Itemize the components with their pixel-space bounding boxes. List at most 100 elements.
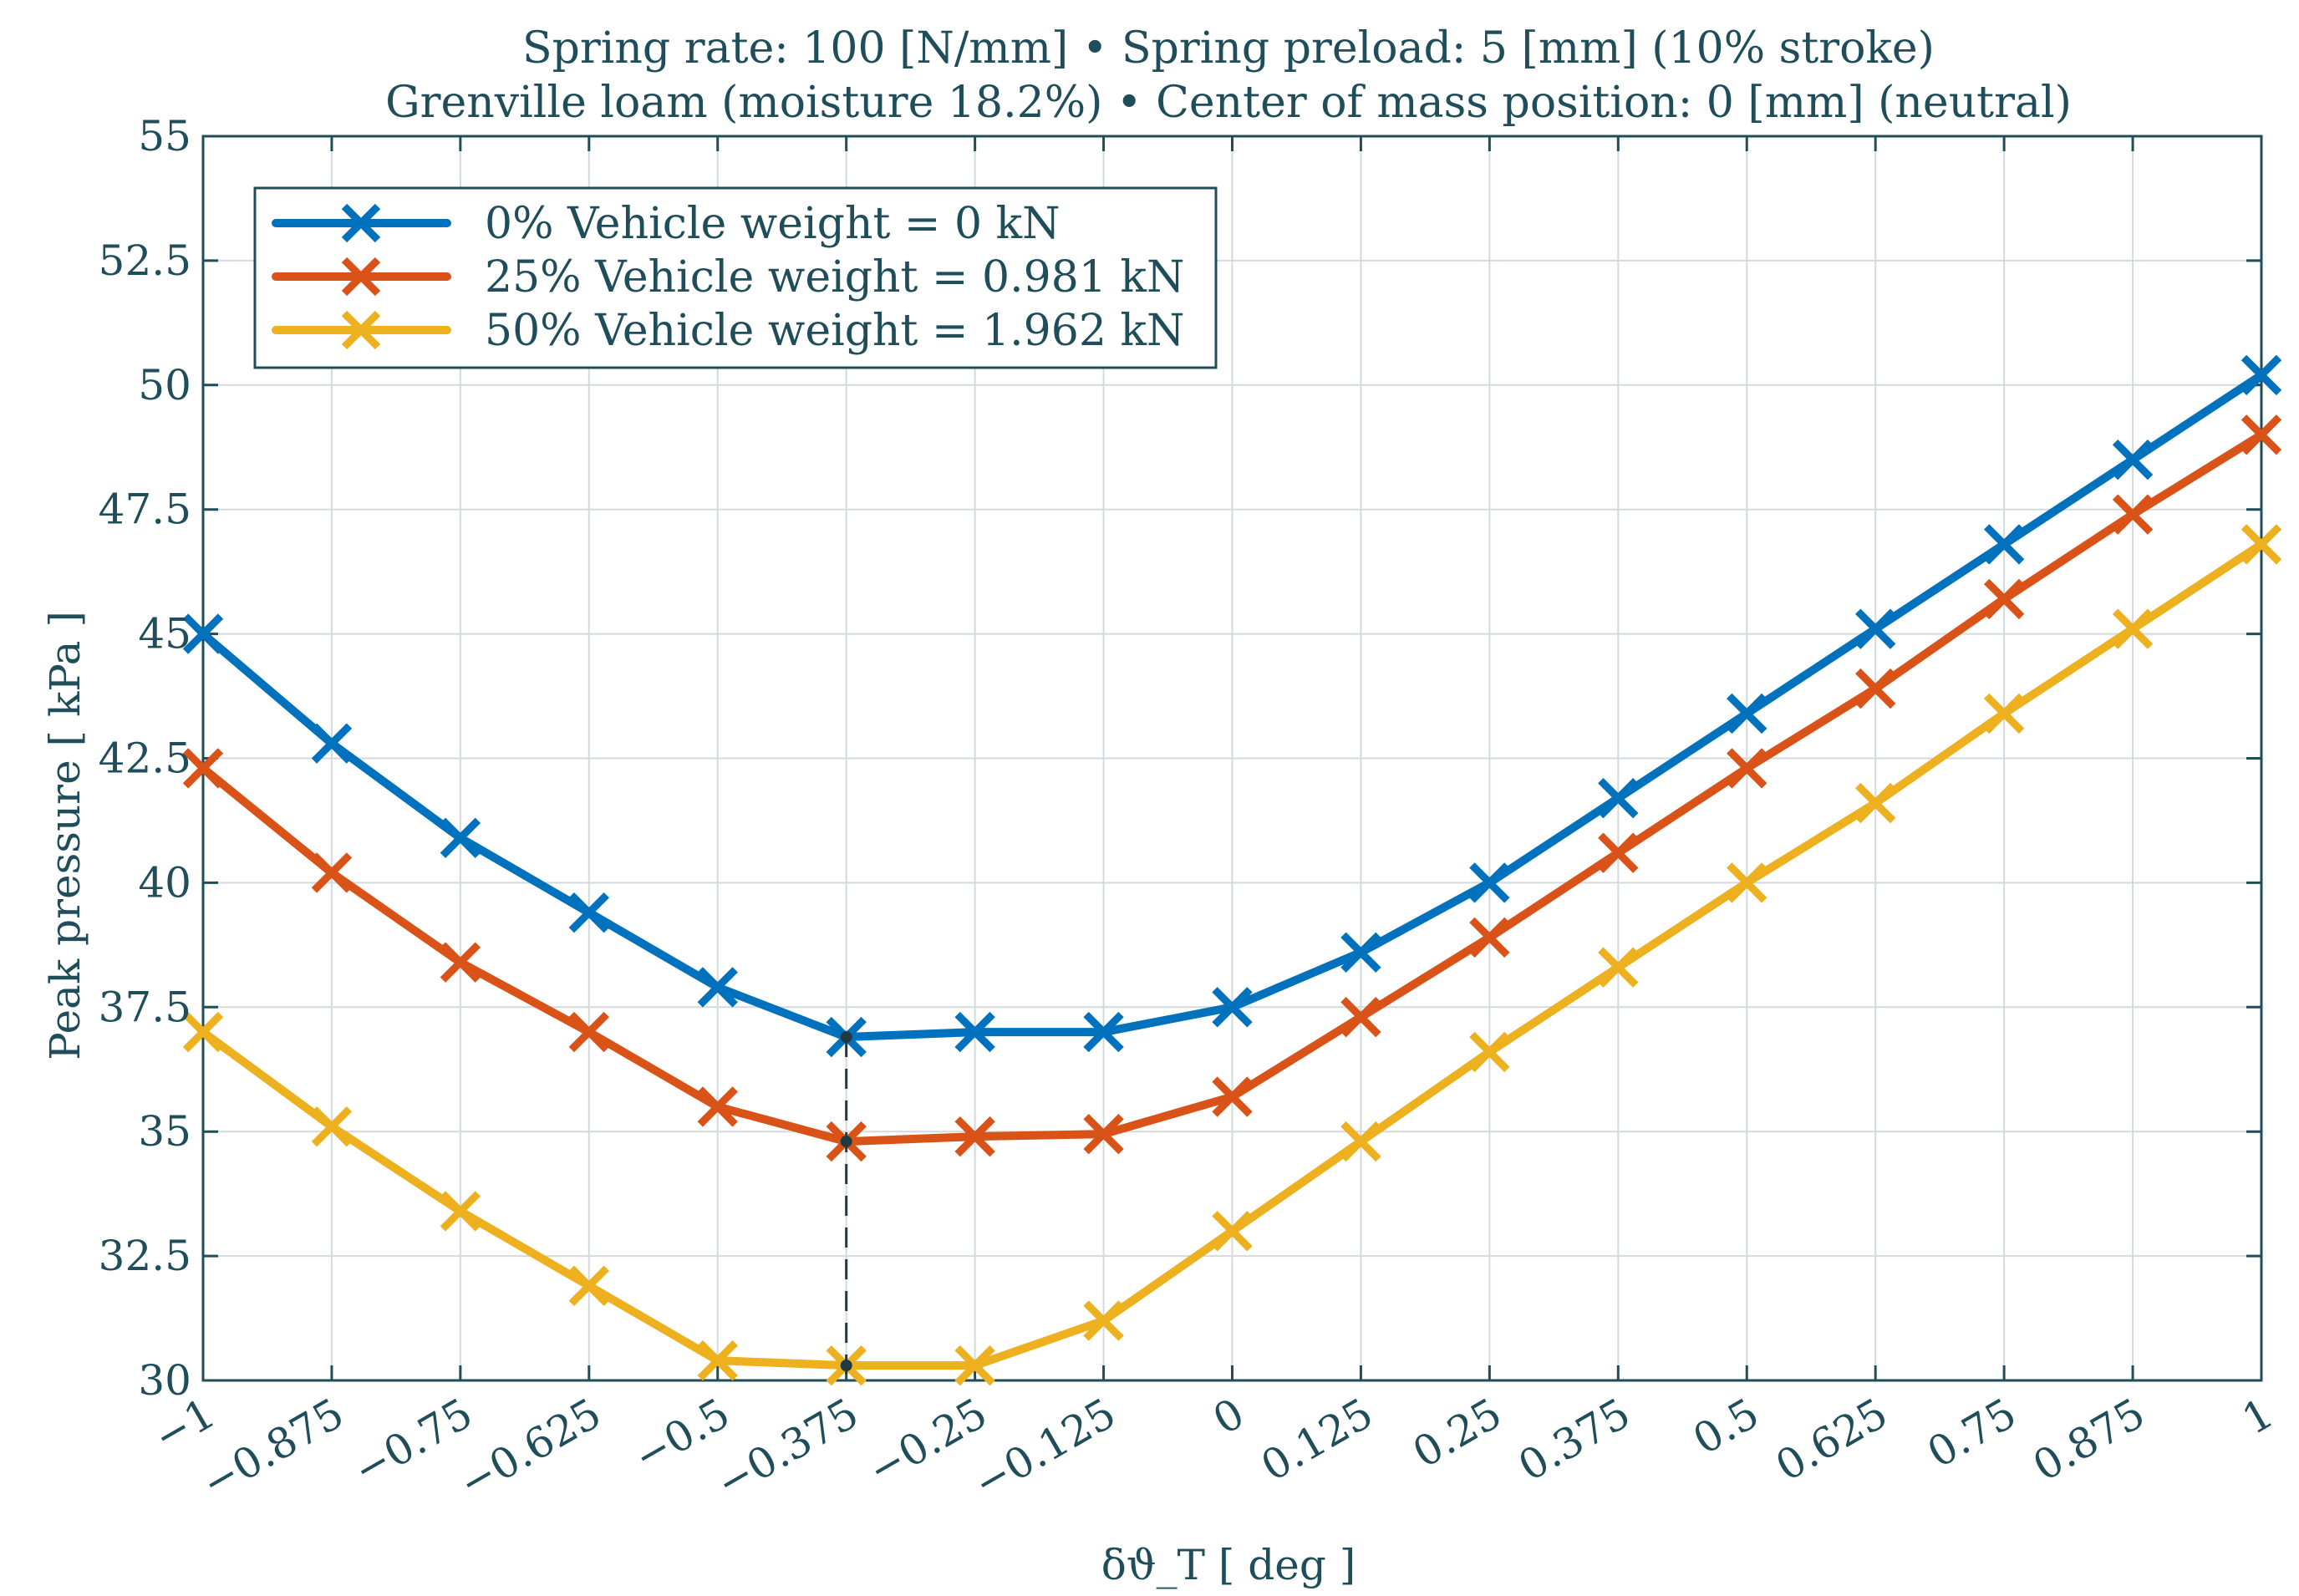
data-point-stroke (182, 748, 224, 789)
legend-label: 0% Vehicle weight = 0 kN (485, 199, 1060, 249)
data-point-stroke (1598, 832, 1639, 873)
y-tick-label: 37.5 (99, 983, 191, 1031)
data-point (1598, 947, 1639, 988)
x-tick-label: 0.875 (2025, 1389, 2153, 1491)
series-1 (182, 414, 2282, 1162)
data-point (1469, 1031, 1510, 1073)
y-tick-label: 32.5 (99, 1232, 191, 1280)
data-point (2112, 494, 2154, 535)
data-point-stroke (568, 1011, 609, 1053)
data-point-stroke (1727, 862, 1767, 903)
data-point (1983, 693, 2025, 734)
data-point-stroke (1469, 862, 1510, 903)
data-point (1727, 748, 1767, 789)
data-point (2112, 439, 2154, 480)
data-point-stroke (182, 1011, 224, 1053)
legend-box (253, 186, 1218, 369)
plot-frame (201, 135, 2263, 1382)
data-point-stroke (1983, 524, 2025, 565)
data-point (1598, 777, 1639, 819)
data-point-stroke (311, 1106, 353, 1147)
data-point (2241, 414, 2282, 455)
x-tick-label: 1 (2234, 1389, 2281, 1444)
x-tick-label: −0.125 (965, 1389, 1123, 1508)
data-point (1212, 1211, 1253, 1252)
data-point-stroke (182, 613, 224, 654)
data-point (2112, 608, 2154, 649)
data-point-stroke (1212, 987, 1253, 1028)
data-point-stroke (954, 1011, 995, 1053)
data-point-stroke (954, 1344, 995, 1386)
data-point (182, 1011, 224, 1053)
data-point (697, 1339, 738, 1381)
y-tick-label: 42.5 (99, 734, 191, 783)
data-point-stroke (2241, 524, 2282, 565)
data-point-stroke (697, 1086, 738, 1127)
chart-title-line-1: Spring rate: 100 [N/mm] • Spring preload… (522, 23, 1935, 74)
data-point (1083, 1011, 1124, 1053)
minimum-marker-dot (840, 1360, 852, 1372)
legend-swatch-marker (341, 257, 381, 297)
data-point-stroke (440, 1191, 481, 1232)
data-point (697, 967, 738, 1008)
x-tick-label: 0.75 (1920, 1389, 2024, 1477)
data-point-stroke (2241, 414, 2282, 455)
data-point-stroke (311, 723, 353, 764)
data-point (2241, 354, 2282, 396)
x-tick-label: −0.375 (708, 1389, 866, 1508)
x-tick-label: −0.875 (194, 1389, 352, 1508)
data-point (311, 723, 353, 764)
data-point (1083, 1300, 1124, 1341)
data-point-stroke (1212, 1076, 1253, 1117)
data-point (1469, 862, 1510, 903)
data-point (1340, 1121, 1381, 1162)
data-point-stroke (1340, 997, 1381, 1038)
legend-label: 25% Vehicle weight = 0.981 kN (485, 252, 1184, 302)
legend-item: 50% Vehicle weight = 1.962 kN (272, 306, 1184, 356)
data-point (1469, 917, 1510, 958)
data-point (1727, 862, 1767, 903)
legend-swatch-marker (341, 310, 381, 350)
data-point (1340, 932, 1381, 973)
data-point (954, 1116, 995, 1157)
data-point (568, 892, 609, 933)
data-point-stroke (1469, 917, 1510, 958)
data-point (568, 1011, 609, 1053)
data-point-stroke (1340, 932, 1381, 973)
data-point-stroke (1212, 1211, 1253, 1252)
y-tick-label: 52.5 (99, 236, 191, 285)
x-tick-label: 0.25 (1405, 1389, 1509, 1477)
data-point (440, 1191, 481, 1232)
x-tick-label: 0.5 (1685, 1389, 1767, 1464)
data-point-stroke (697, 1339, 738, 1381)
data-point-stroke (2112, 439, 2154, 480)
x-tick-label: −0.625 (451, 1389, 609, 1508)
y-axis-label: Peak pressure [ kPa ] (41, 611, 89, 1060)
minimum-marker-dot (840, 1136, 852, 1148)
data-point-stroke (1083, 1011, 1124, 1053)
data-point (440, 942, 481, 983)
data-point (311, 1106, 353, 1147)
x-tick-label: 0.375 (1510, 1389, 1638, 1491)
series-group (182, 354, 2282, 1386)
y-tick-label: 50 (138, 361, 191, 409)
data-point (1340, 997, 1381, 1038)
data-point (1083, 1113, 1124, 1155)
data-point (1212, 987, 1253, 1028)
data-point-stroke (1983, 693, 2025, 734)
data-point (1855, 608, 1896, 649)
y-tick-label: 45 (138, 610, 191, 658)
y-tick-label: 55 (138, 112, 191, 160)
data-point (1855, 782, 1896, 824)
data-point (954, 1344, 995, 1386)
data-point (311, 852, 353, 893)
data-point (1855, 668, 1896, 709)
data-point-stroke (954, 1116, 995, 1157)
data-point (440, 817, 481, 858)
x-tick-labels: −1−0.875−0.75−0.625 −0.5−0.375−0.25−0.125… (145, 1389, 2281, 1508)
data-point (1212, 1076, 1253, 1117)
data-point-stroke (440, 817, 481, 858)
legend-label: 50% Vehicle weight = 1.962 kN (485, 306, 1184, 356)
legend-item: 25% Vehicle weight = 0.981 kN (272, 252, 1184, 302)
